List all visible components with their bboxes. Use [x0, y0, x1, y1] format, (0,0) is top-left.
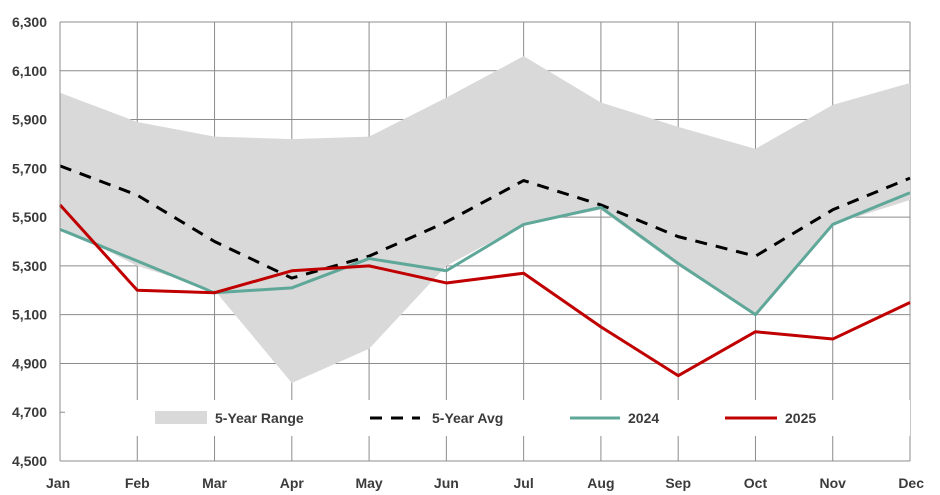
x-tick-label: Sep: [665, 475, 691, 491]
series-line-2025: [58, 203, 911, 378]
y-tick-label: 6,100: [12, 63, 47, 79]
legend-item-2025: 2025: [725, 410, 816, 426]
x-tick-label: Feb: [125, 475, 150, 491]
y-tick-label: 4,500: [12, 453, 47, 469]
y-tick-label: 5,100: [12, 307, 47, 323]
range-band: [60, 56, 910, 383]
x-tick-label: Nov: [820, 475, 847, 491]
x-tick-label: Jan: [46, 475, 70, 491]
legend-swatch-range: [155, 411, 207, 424]
x-tick-label: Dec: [898, 475, 924, 491]
legend-item-2024: 2024: [570, 410, 659, 426]
series-line-5-year-avg: [59, 164, 911, 280]
axis-layer: 4,500 4,700 4,900 5,100 5,300 5,500 5,700 5,900…: [12, 14, 924, 491]
legend-label-avg: 5-Year Avg: [432, 410, 503, 426]
x-tick-label: Mar: [202, 475, 227, 491]
legend: 5-Year Range 5-Year Avg 2024 2025: [65, 400, 910, 436]
y-tick-label: 4,900: [12, 355, 47, 371]
y-tick-label: 5,500: [12, 209, 47, 225]
legend-label-2024: 2024: [628, 410, 659, 426]
x-tick-label: Jul: [514, 475, 534, 491]
series-line-2024: [59, 191, 911, 317]
x-tick-label: Apr: [280, 475, 305, 491]
y-tick-label: 5,700: [12, 160, 47, 176]
x-tick-label: Jun: [434, 475, 459, 491]
x-tick-label: Oct: [744, 475, 768, 491]
y-tick-label: 5,900: [12, 112, 47, 128]
y-tick-label: 6,300: [12, 14, 47, 30]
x-tick-label: May: [355, 475, 382, 491]
series-layer: [58, 164, 911, 378]
x-tick-label: Aug: [587, 475, 614, 491]
legend-item-range: 5-Year Range: [155, 410, 304, 426]
legend-label-2025: 2025: [785, 410, 816, 426]
legend-item-avg: 5-Year Avg: [370, 410, 503, 426]
legend-label-range: 5-Year Range: [215, 410, 304, 426]
y-tick-label: 5,300: [12, 258, 47, 274]
range-layer: [60, 56, 910, 383]
y-tick-label: 4,700: [12, 404, 47, 420]
